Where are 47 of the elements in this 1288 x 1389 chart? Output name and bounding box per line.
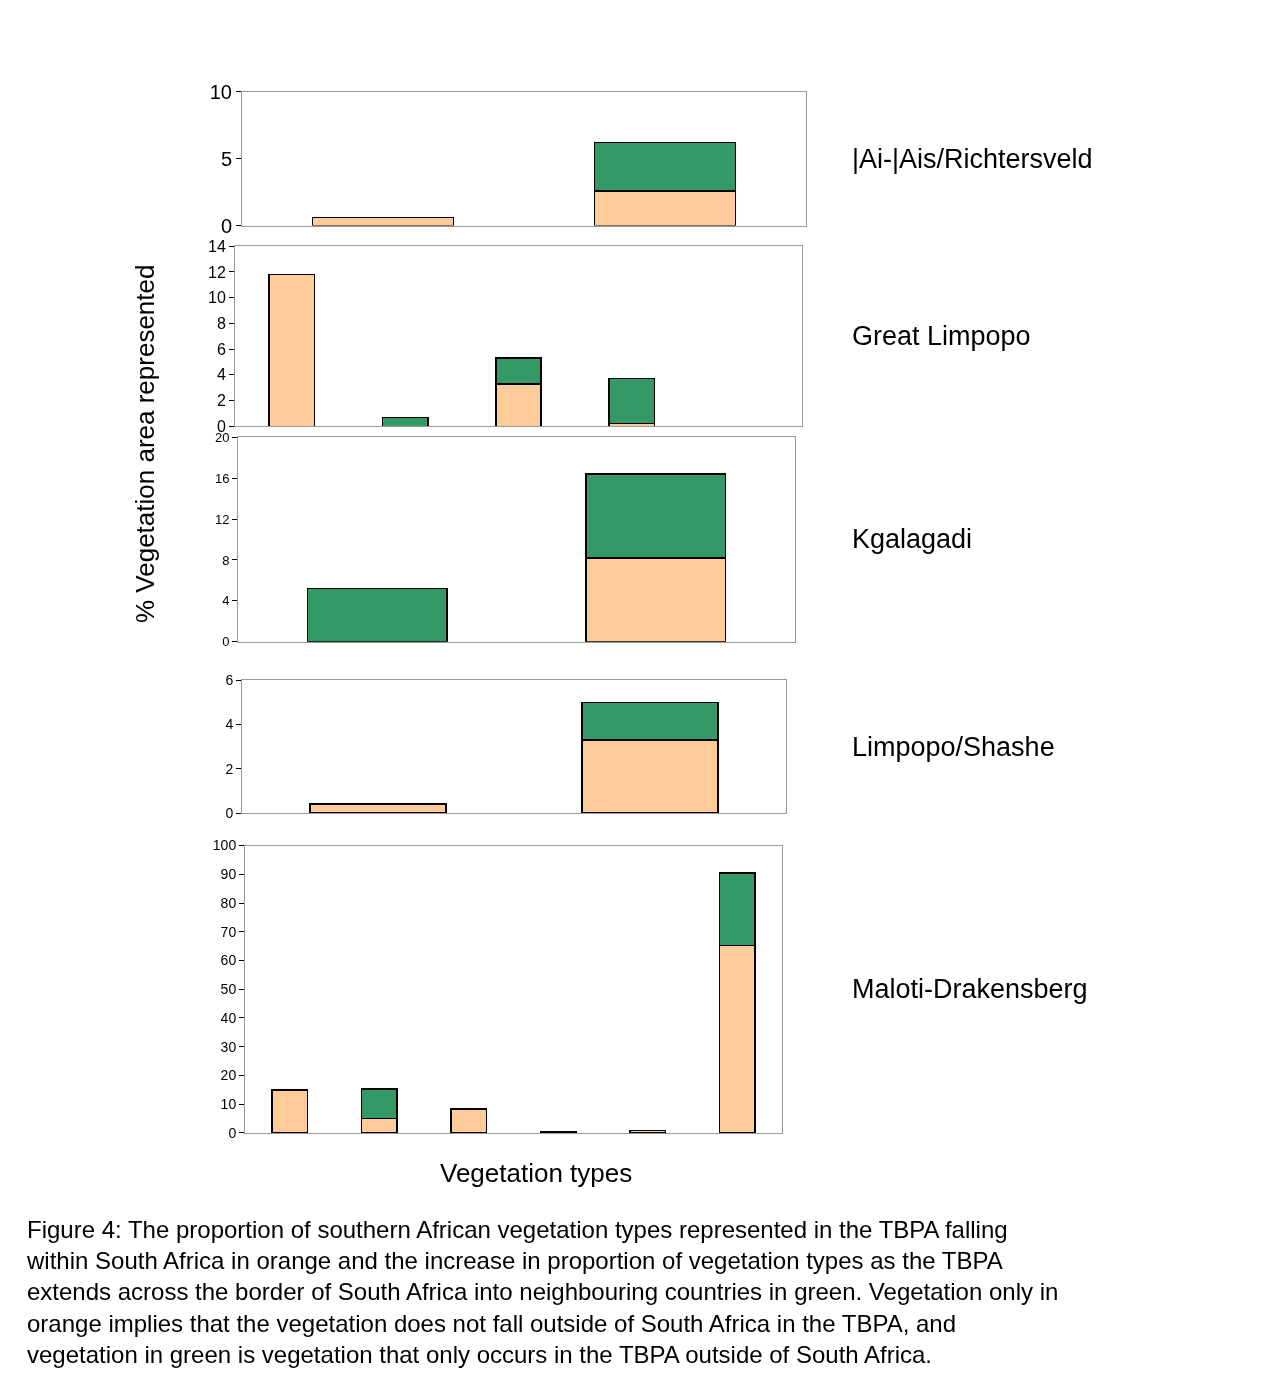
y-tick-label: 6 bbox=[216, 340, 226, 358]
y-tick-label: 90 bbox=[220, 866, 237, 883]
y-tick-label: 14 bbox=[208, 237, 226, 255]
text: Maloti-Drakensberg bbox=[852, 974, 1088, 1004]
y-tick-label: 10 bbox=[208, 289, 226, 307]
y-tick-label: 4 bbox=[225, 716, 234, 733]
y-tick-label: 12 bbox=[214, 511, 230, 527]
bar bbox=[381, 416, 429, 427]
y-tick-label: 8 bbox=[216, 315, 226, 332]
y-tick-label: 60 bbox=[220, 952, 237, 969]
text: Great Limpopo bbox=[852, 321, 1031, 351]
y-tick-label: 30 bbox=[220, 1038, 237, 1055]
y-axis-title: % Vegetation area represented bbox=[129, 264, 160, 624]
y-tick-label: 2 bbox=[216, 392, 226, 410]
y-tick-label: 4 bbox=[216, 366, 226, 384]
bar bbox=[450, 1108, 488, 1133]
bar bbox=[629, 1129, 667, 1133]
text: Kgalagadi bbox=[852, 524, 973, 554]
bar bbox=[608, 377, 656, 425]
y-tick-label: 8 bbox=[222, 552, 230, 568]
bar bbox=[311, 216, 455, 226]
text: Limpopo/Shashe bbox=[852, 732, 1055, 762]
y-tick-label: 100 bbox=[212, 837, 237, 854]
y-tick-label: 70 bbox=[220, 923, 237, 940]
text: |Ai-|Ais/Richtersveld bbox=[852, 144, 1093, 174]
y-tick-label: 40 bbox=[220, 1009, 237, 1026]
bar bbox=[306, 587, 448, 642]
y-tick-label: 10 bbox=[220, 1096, 237, 1113]
x-axis-title: Vegetation types bbox=[440, 1158, 633, 1188]
bar bbox=[268, 273, 316, 427]
y-tick-label: 10 bbox=[209, 80, 232, 103]
y-tick-label: 0 bbox=[222, 634, 230, 650]
bar bbox=[309, 803, 447, 814]
y-tick-label: 50 bbox=[220, 981, 237, 998]
y-tick-label: 80 bbox=[220, 894, 237, 911]
y-tick-label: 0 bbox=[228, 1124, 237, 1141]
y-tick-label: 2 bbox=[225, 760, 234, 777]
caption: Figure 4: The proportion of southern African vegetation types represented in the TBPA falling within South Africa in orange and the increase in proportion of vegetation types as the TBPA extends across the border of South Africa into neighbouring countries in green. Vegetation only in orange implies that the vegetation does not fall outside of South Africa in the TBPA, and vegetation in green is vegetation that only occurs in the TBPA outside of South Africa. bbox=[26, 1216, 1059, 1368]
y-tick-label: 0 bbox=[225, 804, 234, 821]
y-tick-label: 16 bbox=[214, 470, 230, 486]
y-tick-label: 20 bbox=[220, 1067, 237, 1084]
y-tick-label: 6 bbox=[225, 672, 234, 689]
y-tick-label: 4 bbox=[222, 593, 230, 609]
y-tick-label: 12 bbox=[208, 263, 226, 281]
y-tick-label: 0 bbox=[220, 214, 232, 237]
bar bbox=[271, 1089, 309, 1133]
y-tick-label: 5 bbox=[220, 147, 232, 170]
